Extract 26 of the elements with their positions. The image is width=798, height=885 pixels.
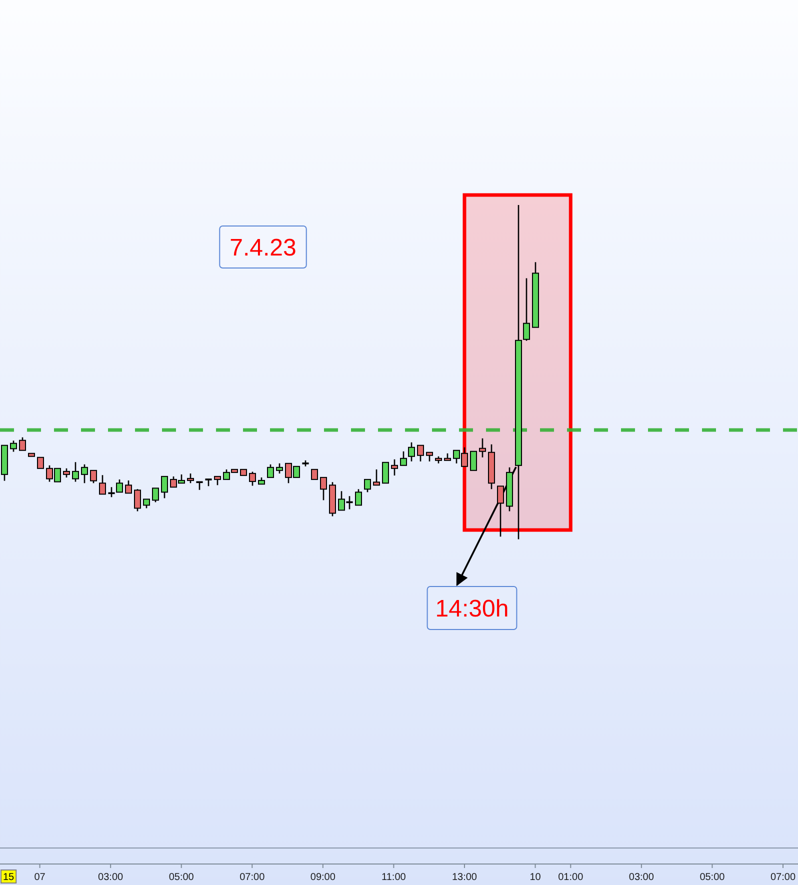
candlestick [81, 464, 88, 484]
candlestick [72, 461, 79, 482]
x-tick-label: 07 [34, 872, 46, 883]
candlestick [373, 468, 380, 486]
x-tick-label: 09:00 [310, 872, 336, 883]
candlestick [479, 438, 486, 458]
annotation: 7.4.23 [230, 234, 296, 262]
x-tick-label: 07:00 [240, 872, 266, 883]
x-tick-label: 03:00 [628, 872, 654, 883]
candlestick [497, 486, 504, 538]
candlestick [532, 262, 539, 328]
x-tick-label: 05:00 [700, 872, 726, 883]
candlestick [391, 458, 398, 476]
candlestick [408, 442, 415, 462]
candlestick [320, 476, 327, 501]
x-tick-label: 11:00 [382, 872, 406, 883]
x-tick-label: 05:00 [168, 872, 194, 883]
text: 15 [2, 872, 15, 883]
candlestick [523, 278, 530, 342]
x-tick-label: 01:00 [558, 872, 584, 883]
x-tick-label: 13:00 [452, 872, 478, 883]
text: 14:30h [435, 596, 509, 622]
x-tick-label: 10 [530, 872, 542, 883]
x-tick-label: 03:00 [98, 872, 124, 883]
x-tick-label: 07:00 [770, 872, 796, 883]
candlestick [488, 444, 495, 490]
